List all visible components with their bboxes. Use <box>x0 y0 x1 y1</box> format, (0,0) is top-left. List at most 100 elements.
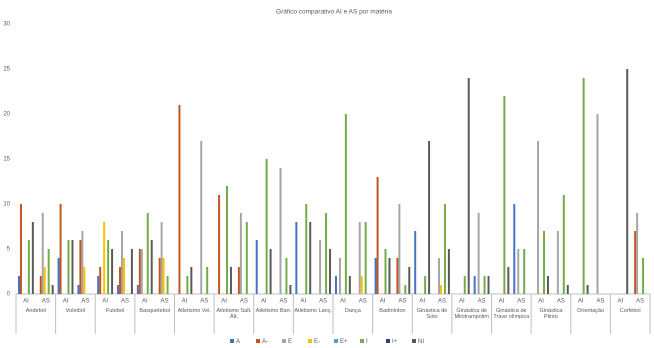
x-tick-label: AS <box>557 299 565 305</box>
bar <box>255 240 258 294</box>
bar <box>67 240 70 294</box>
x-tick-label: AS <box>517 299 525 305</box>
bar <box>424 276 427 294</box>
bar <box>513 204 516 294</box>
bar <box>229 267 232 294</box>
bar <box>398 204 401 294</box>
group-label: Ginástica de Trave olímpica <box>493 308 530 320</box>
bar <box>325 213 328 294</box>
bar <box>150 240 153 294</box>
x-tick-label: AI <box>261 299 267 305</box>
x-tick-label: AI <box>380 299 386 305</box>
bar <box>200 141 203 294</box>
legend-label: I+ <box>392 339 398 345</box>
x-tick-label: AS <box>81 299 89 305</box>
bar <box>245 222 248 294</box>
bar <box>374 258 377 294</box>
x-tick-label: AI <box>419 299 425 305</box>
bar <box>566 285 569 294</box>
bar <box>51 285 54 294</box>
bar <box>41 213 44 294</box>
bar <box>384 249 387 294</box>
bar <box>388 258 391 294</box>
bar <box>71 240 74 294</box>
x-tick-label: AI <box>459 299 465 305</box>
group-label: Orientação <box>577 308 605 314</box>
legend-swatch <box>308 339 312 343</box>
bar <box>463 276 466 294</box>
bar <box>39 276 42 294</box>
bar <box>582 78 585 294</box>
group-label: Dança <box>344 308 361 314</box>
bar <box>186 276 189 294</box>
group-label: Basquetebol <box>139 308 170 314</box>
bar <box>487 276 490 294</box>
group-label: Ginástica Plinto <box>539 308 563 320</box>
y-tick-label: 25 <box>3 67 10 73</box>
bar <box>77 285 80 294</box>
group-label: Voleibol <box>65 308 86 314</box>
x-tick-label: AI <box>142 299 148 305</box>
bar <box>146 213 149 294</box>
bar <box>289 285 292 294</box>
bar <box>329 249 332 294</box>
bar <box>543 231 545 294</box>
legend-label: NI <box>418 339 424 345</box>
bar <box>83 267 86 294</box>
bar <box>443 204 446 294</box>
legend-swatch <box>256 339 260 343</box>
bar <box>43 267 46 294</box>
group-label: Atletismo Salt. Alt. <box>216 308 252 320</box>
legend-label: E <box>288 339 292 345</box>
y-tick-label: 15 <box>3 157 10 163</box>
bar <box>295 222 298 294</box>
bar <box>447 249 450 294</box>
bar <box>360 276 363 294</box>
bar <box>376 177 379 294</box>
bar <box>477 213 480 294</box>
legend-swatch <box>334 339 338 343</box>
legend-swatch <box>386 339 390 343</box>
bar <box>178 105 181 294</box>
bar <box>136 285 139 294</box>
bar <box>17 276 20 294</box>
group-label: Ginástica de Minitrampolim <box>454 308 489 320</box>
y-tick-label: 30 <box>3 22 10 28</box>
bar <box>305 204 308 294</box>
bar <box>414 231 417 294</box>
bar <box>348 276 351 294</box>
x-tick-label: AI <box>617 299 623 305</box>
x-tick-label: AS <box>398 299 406 305</box>
bar <box>31 222 34 294</box>
x-tick-label: AI <box>182 299 188 305</box>
bar <box>119 267 122 294</box>
bar <box>107 240 110 294</box>
bar <box>239 213 242 294</box>
bar <box>111 249 114 294</box>
bar <box>140 249 143 294</box>
bar <box>27 240 30 294</box>
x-tick-label: AS <box>636 299 644 305</box>
bar <box>364 222 367 294</box>
bar <box>636 213 639 294</box>
bar <box>467 78 470 294</box>
y-tick-label: 20 <box>3 112 10 118</box>
bar <box>130 249 133 294</box>
group-label: Ginástica de Solo <box>416 308 448 320</box>
bar <box>81 231 84 294</box>
bar <box>596 114 599 294</box>
bar <box>634 231 637 294</box>
x-tick-label: AI <box>578 299 584 305</box>
bar <box>279 168 282 294</box>
bar <box>344 114 347 294</box>
bar <box>226 186 228 294</box>
x-tick-label: AS <box>240 299 248 305</box>
x-tick-label: AS <box>596 299 604 305</box>
legend-swatch <box>282 339 286 343</box>
x-tick-label: AI <box>23 299 29 305</box>
legend-label: A <box>236 339 240 345</box>
legend-label: E+ <box>340 339 348 345</box>
x-tick-label: AS <box>161 299 169 305</box>
